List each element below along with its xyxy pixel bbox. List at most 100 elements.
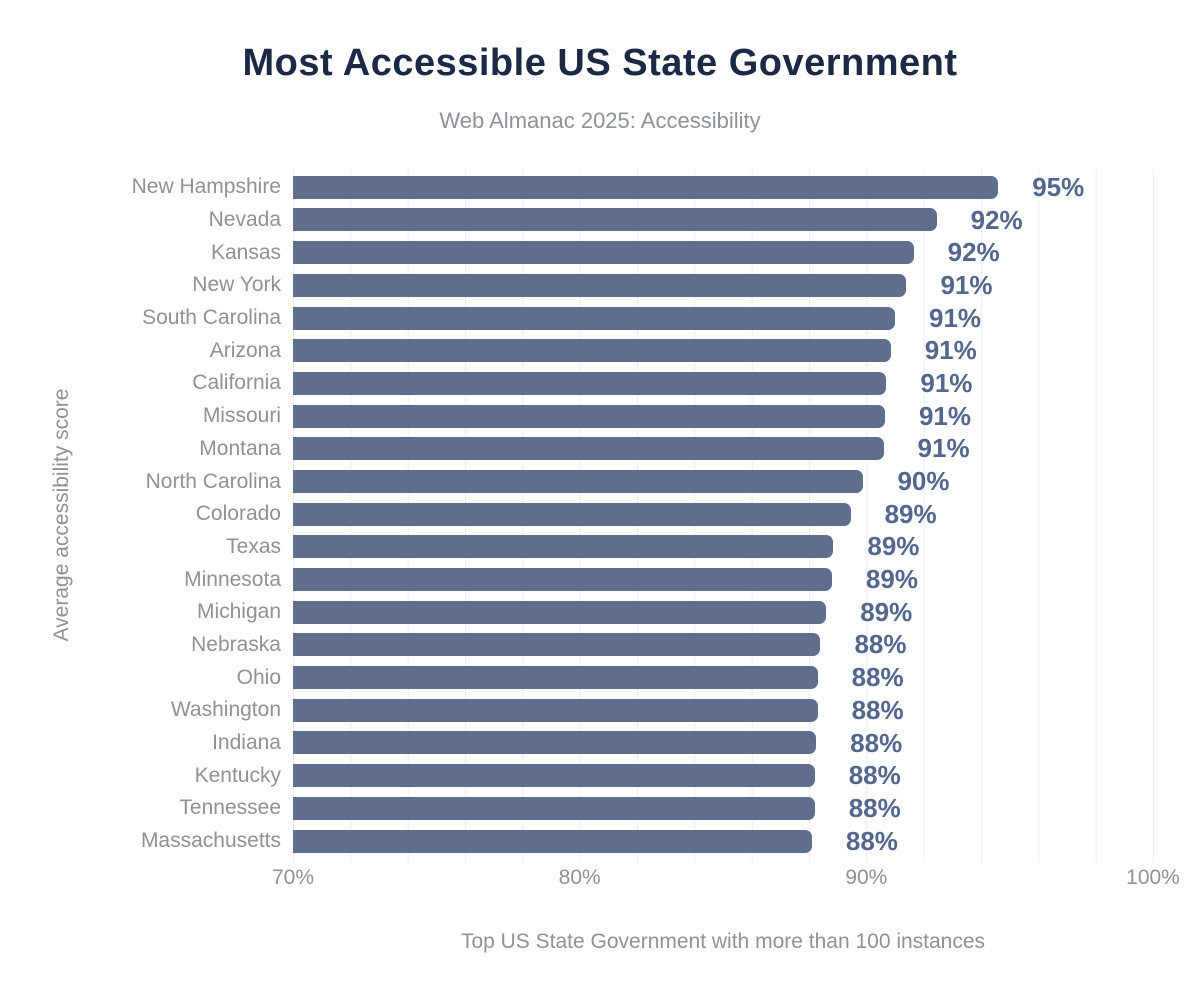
bar-track: 88% [293, 661, 1153, 694]
x-tick-label: 80% [558, 866, 601, 889]
bar-row: Texas 89% [0, 531, 1200, 564]
bar-row: Minnesota 89% [0, 563, 1200, 596]
value-label: 88% [848, 792, 901, 823]
category-label: Missouri [202, 404, 281, 428]
bar [293, 306, 895, 330]
bar [293, 600, 827, 624]
bar-row: Michigan 89% [0, 596, 1200, 629]
category-label: Tennessee [179, 796, 281, 820]
bar-track: 88% [293, 727, 1153, 760]
bar [293, 241, 914, 265]
bar [293, 437, 884, 461]
bar-track: 91% [293, 433, 1153, 466]
category-label: Minnesota [184, 567, 281, 591]
bar [293, 764, 815, 788]
bar [293, 829, 812, 853]
page-title: Most Accessible US State Government [242, 42, 958, 84]
bar-track: 88% [293, 629, 1153, 662]
bar-row: California 91% [0, 367, 1200, 400]
bar-row: South Carolina 91% [0, 302, 1200, 335]
bar [293, 666, 818, 690]
value-label: 89% [860, 596, 913, 627]
bar [293, 731, 817, 755]
bar-track: 92% [293, 236, 1153, 269]
bar-track: 89% [293, 498, 1153, 531]
bar-track: 90% [293, 465, 1153, 498]
value-label: 89% [867, 531, 920, 562]
category-label: Nevada [208, 208, 281, 232]
bar [293, 502, 851, 526]
bar-track: 91% [293, 334, 1153, 367]
x-axis-title: Top US State Government with more than 1… [460, 930, 986, 953]
value-label: 92% [947, 237, 1000, 268]
value-label: 88% [850, 727, 903, 758]
bar [293, 469, 864, 493]
bar [293, 339, 891, 363]
value-label: 89% [865, 564, 918, 595]
value-label: 95% [1032, 171, 1085, 202]
bar-row: Tennessee 88% [0, 792, 1200, 825]
value-label: 91% [920, 367, 973, 398]
plot-rows: New Hampshire 95% Nevada 92% Kansas 92% New Yo… [0, 171, 1200, 857]
bar-track: 88% [293, 694, 1153, 727]
bar-row: North Carolina 90% [0, 465, 1200, 498]
bar-row: Arizona 91% [0, 334, 1200, 367]
bar-row: Massachusetts 88% [0, 825, 1200, 858]
bar-track: 95% [293, 171, 1153, 204]
category-label: Texas [226, 534, 281, 558]
bar-track: 91% [293, 302, 1153, 335]
value-label: 88% [851, 694, 904, 725]
value-label: 91% [917, 433, 970, 464]
bar [293, 698, 818, 722]
bar-row: Washington 88% [0, 694, 1200, 727]
bar [293, 568, 832, 592]
category-label: Indiana [212, 731, 281, 755]
bar [293, 175, 999, 199]
bar-track: 89% [293, 596, 1153, 629]
category-label: Michigan [196, 600, 281, 624]
bar-row: New Hampshire 95% [0, 171, 1200, 204]
category-label: New York [192, 273, 281, 297]
category-label: Montana [199, 436, 281, 460]
value-label: 92% [970, 204, 1023, 235]
category-label: Ohio [236, 665, 281, 689]
value-label: 88% [845, 825, 898, 856]
bar-track: 88% [293, 825, 1153, 858]
x-tick-label: 90% [845, 866, 888, 889]
category-label: Arizona [209, 338, 281, 362]
category-label: Kentucky [194, 763, 281, 787]
category-label: Kansas [210, 240, 281, 264]
value-label: 88% [854, 629, 907, 660]
bar [293, 273, 907, 297]
bar-row: Ohio 88% [0, 661, 1200, 694]
bar [293, 535, 834, 559]
bar-row: Colorado 89% [0, 498, 1200, 531]
category-label: South Carolina [142, 306, 281, 330]
bar [293, 633, 821, 657]
bar [293, 208, 937, 232]
x-axis-ticks: 70% 80% 90% 100% [272, 866, 1180, 892]
value-label: 91% [924, 335, 977, 366]
bar-track: 89% [293, 563, 1153, 596]
chart-subtitle: Web Almanac 2025: Accessibility [439, 108, 761, 133]
bar-row: Nevada 92% [0, 204, 1200, 237]
bar-row: Indiana 88% [0, 727, 1200, 760]
bar-track: 89% [293, 531, 1153, 564]
value-label: 88% [851, 662, 904, 693]
bar-track: 88% [293, 759, 1153, 792]
bar-row: Nebraska 88% [0, 629, 1200, 662]
bar-row: Montana 91% [0, 433, 1200, 466]
value-label: 91% [940, 269, 993, 300]
category-label: Massachusetts [140, 829, 281, 853]
category-label: Washington [170, 698, 281, 722]
category-label: California [192, 371, 281, 395]
x-tick-label: 100% [1126, 866, 1180, 889]
bar-track: 91% [293, 400, 1153, 433]
value-label: 88% [848, 760, 901, 791]
bar-track: 91% [293, 367, 1153, 400]
category-label: Nebraska [191, 632, 281, 656]
bar [293, 404, 885, 428]
value-label: 90% [897, 466, 950, 497]
value-label: 91% [929, 302, 982, 333]
